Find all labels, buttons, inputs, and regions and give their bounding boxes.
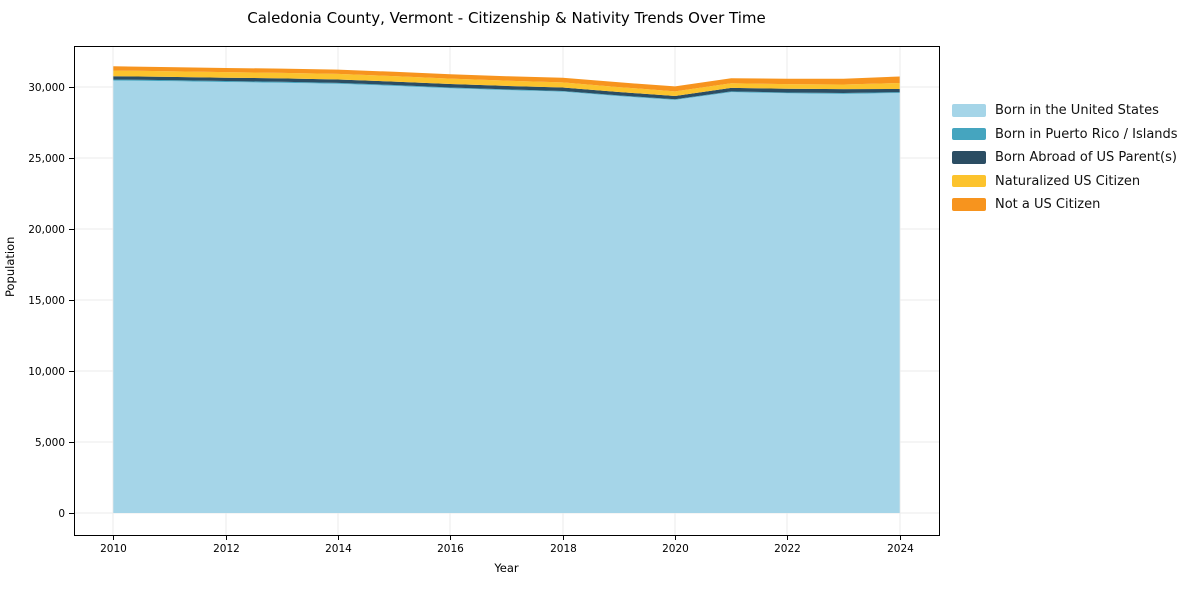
x-tick-label: 2016 — [437, 543, 464, 555]
legend-label: Born in the United States — [995, 103, 1159, 118]
legend-label: Naturalized US Citizen — [995, 173, 1141, 189]
x-axis-label: Year — [494, 561, 519, 575]
legend: Born in the United States Born in Puerto… — [952, 103, 1178, 212]
plot-spines — [74, 46, 940, 536]
x-tick-label: 2024 — [887, 543, 914, 555]
legend-swatch-puerto-rico-icon — [952, 127, 986, 141]
y-tick-label: 25,000 — [28, 153, 65, 165]
x-tick-label: 2012 — [213, 543, 240, 555]
area-series — [113, 70, 900, 97]
x-tick-label: 2022 — [774, 543, 801, 555]
legend-item: Not a US Citizen — [952, 197, 1178, 212]
legend-swatch-born-abroad-icon — [952, 151, 986, 164]
area-series — [113, 76, 900, 100]
legend-item: Naturalized US Citizen — [952, 173, 1178, 189]
legend-swatch-born-us-icon — [952, 104, 986, 117]
x-tick-label: 2018 — [550, 543, 577, 555]
chart-title: Caledonia County, Vermont - Citizenship … — [247, 9, 766, 27]
area-series — [113, 66, 900, 92]
legend-label: Not a US Citizen — [995, 197, 1101, 212]
area-series — [113, 79, 900, 100]
y-axis-label-text: Population — [3, 236, 17, 297]
y-tick-label: 10,000 — [28, 366, 65, 378]
tick-labels: 0 5,000 10,000 15,000 20,000 25,000 30,000 2010… — [28, 82, 914, 555]
stacked-areas — [113, 66, 900, 514]
area-series — [113, 80, 900, 514]
x-tick-label: 2020 — [662, 543, 689, 555]
y-tick-label: 0 — [58, 508, 65, 520]
axis-ticks — [69, 87, 901, 540]
legend-swatch-not-citizen-icon — [952, 198, 986, 211]
legend-label: Born in Puerto Rico / Islands — [995, 126, 1178, 142]
y-tick-label: 5,000 — [35, 437, 65, 449]
y-tick-label: 30,000 — [28, 82, 65, 94]
x-tick-label: 2010 — [100, 543, 127, 555]
legend-swatch-naturalized-icon — [952, 174, 986, 188]
x-tick-label: 2014 — [325, 543, 352, 555]
y-tick-label: 20,000 — [28, 224, 65, 236]
legend-item: Born in the United States — [952, 103, 1178, 118]
legend-label: Born Abroad of US Parent(s) — [995, 150, 1177, 165]
y-tick-label: 15,000 — [28, 295, 65, 307]
legend-item: Born Abroad of US Parent(s) — [952, 150, 1178, 165]
legend-item: Born in Puerto Rico / Islands — [952, 126, 1178, 142]
